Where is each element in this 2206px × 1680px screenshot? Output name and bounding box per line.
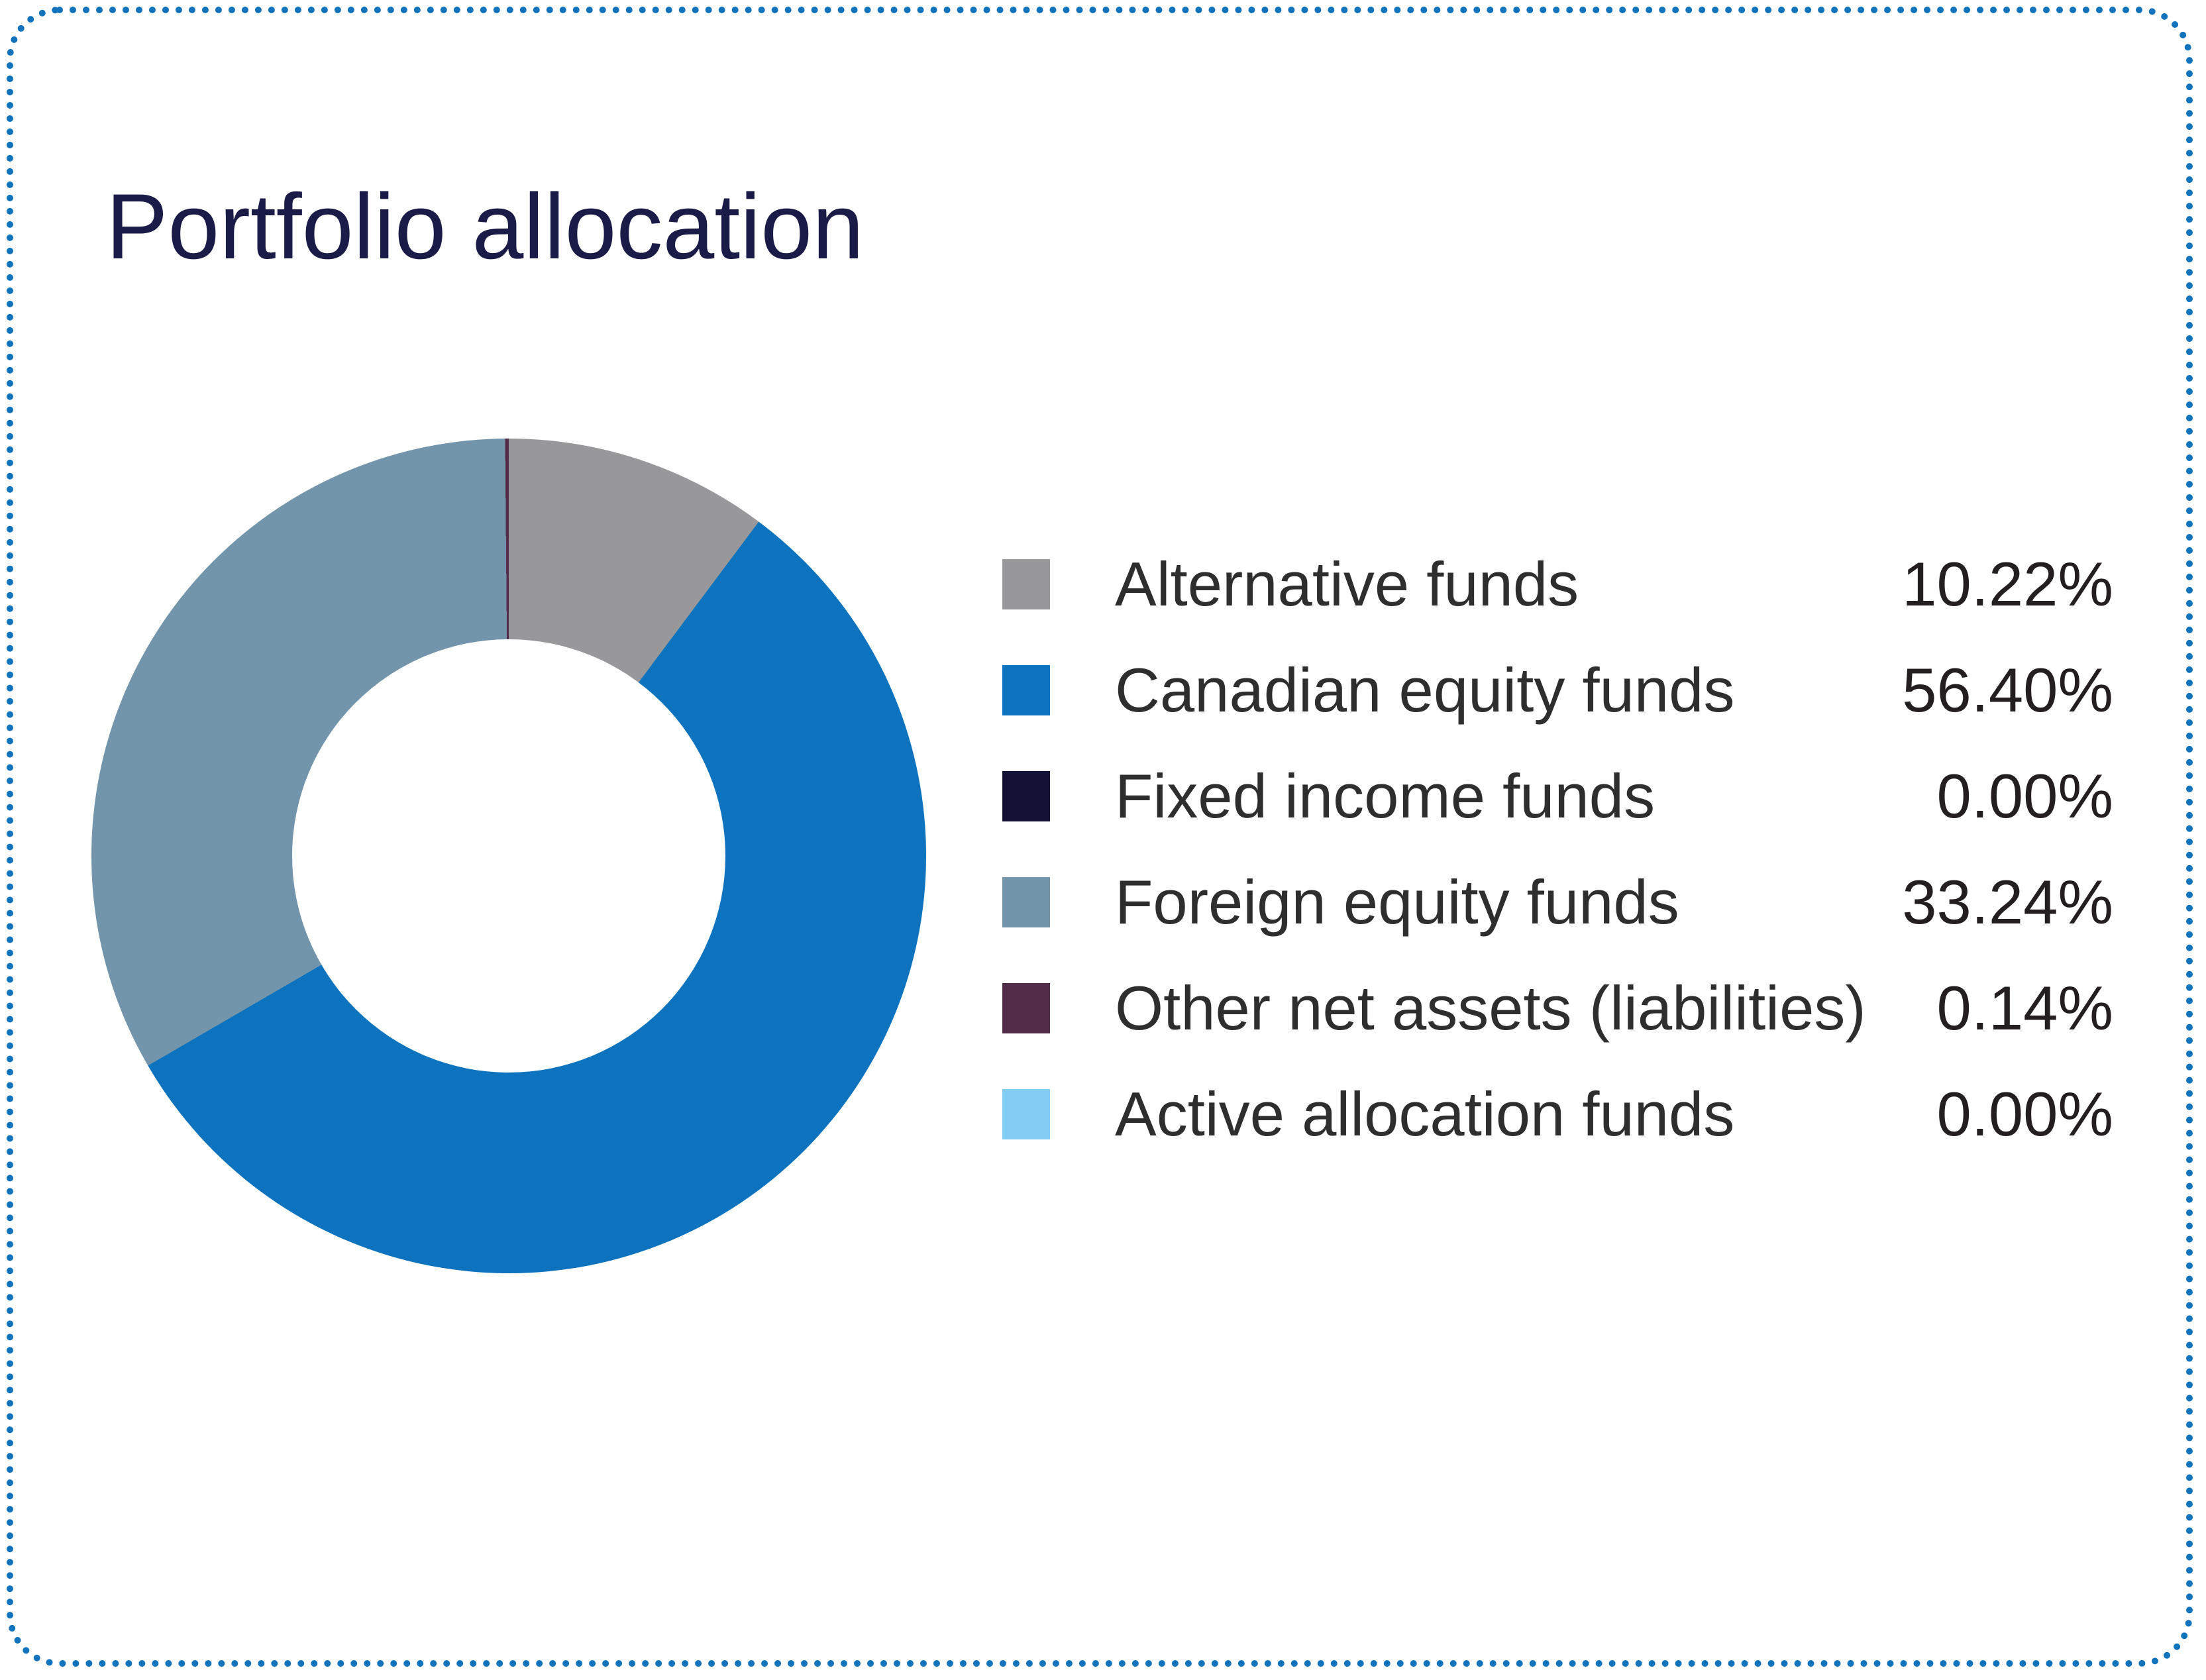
legend-value: 33.24% xyxy=(1902,867,2113,937)
legend-value: 0.14% xyxy=(1936,973,2113,1043)
legend-label: Alternative funds xyxy=(1115,549,1579,619)
donut-chart xyxy=(91,439,926,1273)
donut-hole xyxy=(292,639,725,1073)
legend-label: Canadian equity funds xyxy=(1115,655,1735,725)
legend-color-swatch xyxy=(1002,665,1050,715)
chart-legend: Alternative funds 10.22% Canadian equity… xyxy=(1002,531,2113,1167)
legend-value: 56.40% xyxy=(1902,655,2113,725)
legend-color-swatch xyxy=(1002,771,1050,821)
legend-color-swatch xyxy=(1002,983,1050,1033)
legend-row: Active allocation funds 0.00% xyxy=(1002,1061,2113,1167)
legend-label: Active allocation funds xyxy=(1115,1079,1735,1149)
legend-value: 0.00% xyxy=(1936,1079,2113,1149)
legend-label: Other net assets (liabilities) xyxy=(1115,973,1866,1043)
page-title: Portfolio allocation xyxy=(106,174,864,278)
legend-row: Other net assets (liabilities) 0.14% xyxy=(1002,955,2113,1061)
legend-row: Foreign equity funds 33.24% xyxy=(1002,849,2113,955)
legend-color-swatch xyxy=(1002,559,1050,609)
legend-row: Canadian equity funds 56.40% xyxy=(1002,637,2113,743)
legend-value: 10.22% xyxy=(1902,549,2113,619)
legend-color-swatch xyxy=(1002,877,1050,927)
legend-row: Fixed income funds 0.00% xyxy=(1002,743,2113,849)
legend-label: Fixed income funds xyxy=(1115,761,1655,831)
legend-label: Foreign equity funds xyxy=(1115,867,1679,937)
legend-value: 0.00% xyxy=(1936,761,2113,831)
legend-color-swatch xyxy=(1002,1089,1050,1139)
legend-row: Alternative funds 10.22% xyxy=(1002,531,2113,637)
portfolio-allocation-card: Portfolio allocation Alternative funds 1… xyxy=(7,7,2193,1667)
